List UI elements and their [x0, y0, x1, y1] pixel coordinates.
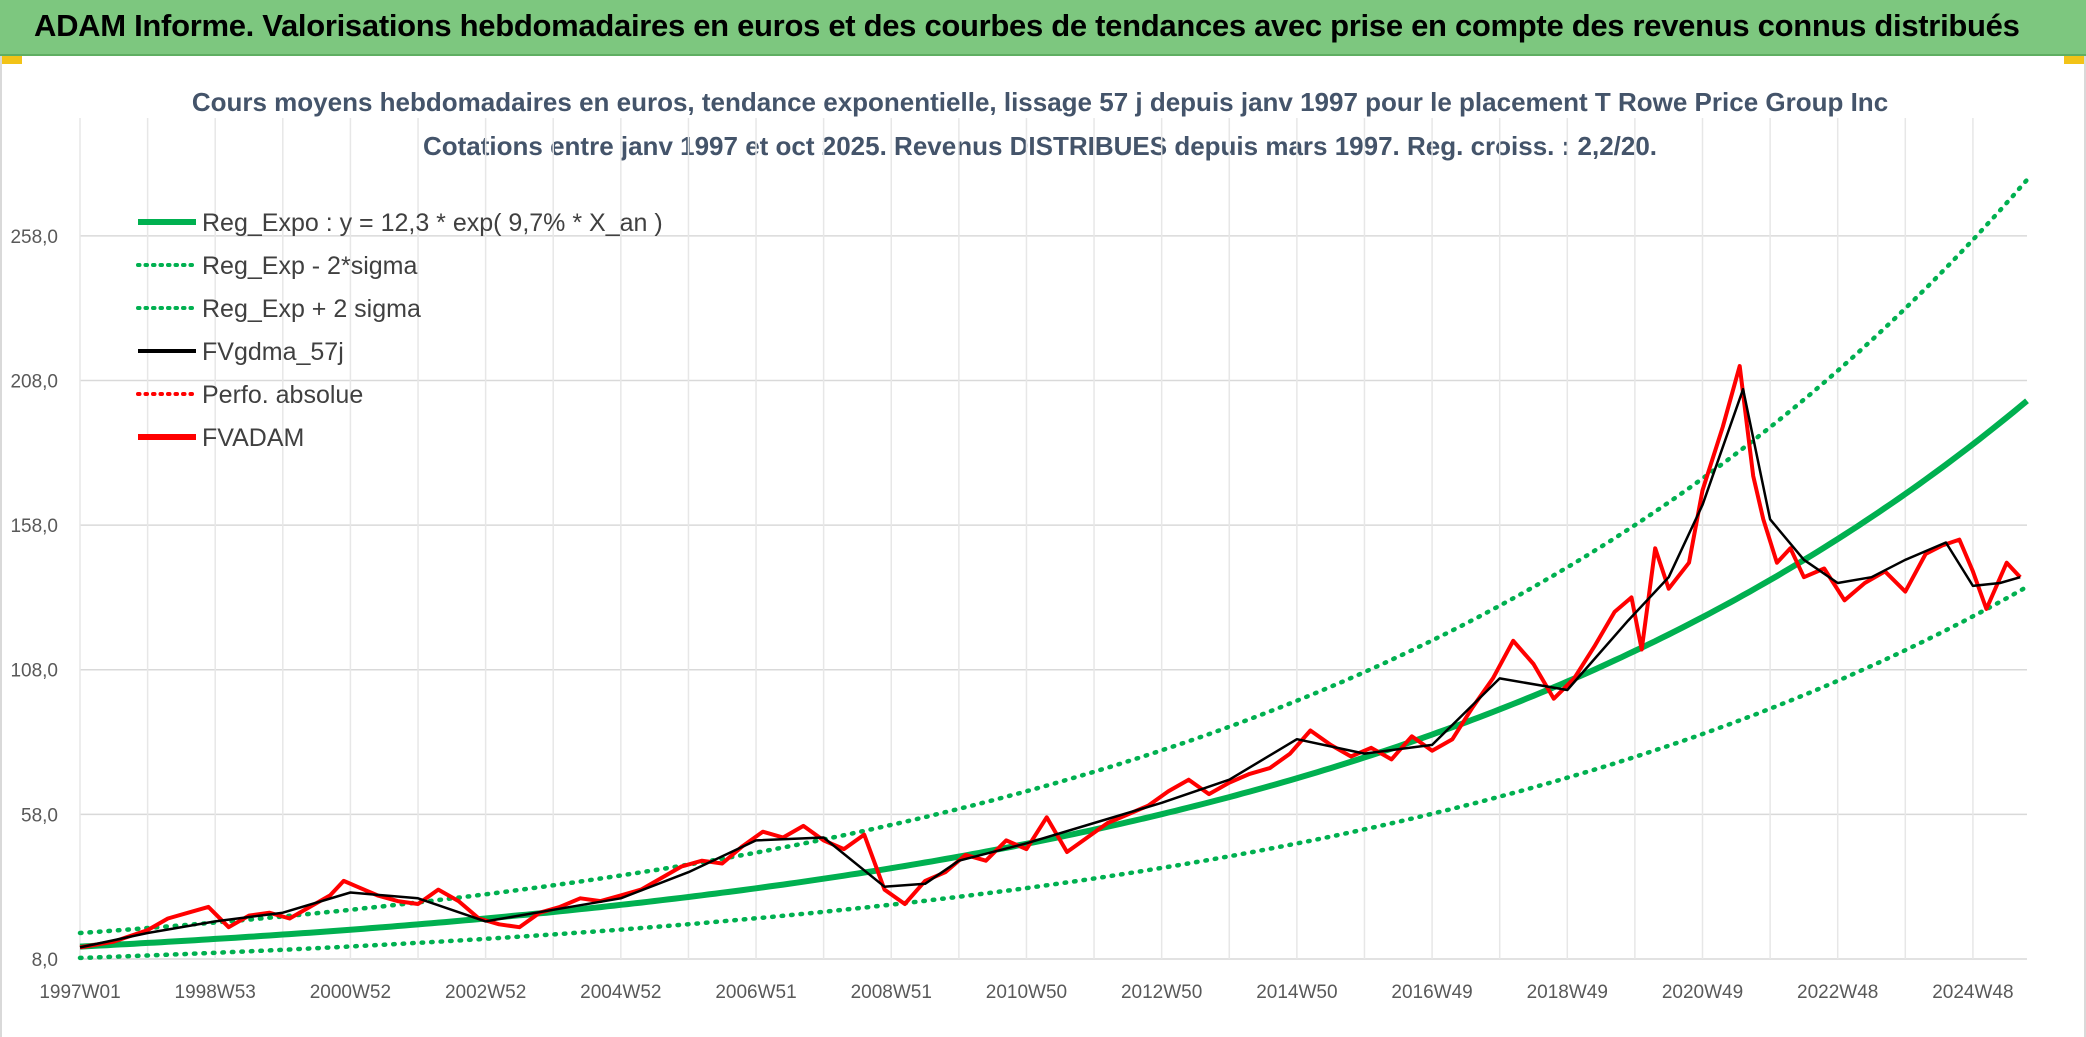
y-axis: 258,0 208,0 158,0 108,0 58,0 8,0 — [10, 227, 58, 971]
x-tick-label: 2022W48 — [1797, 982, 1878, 1003]
x-tick-label: 2002W52 — [445, 982, 526, 1003]
y-tick-label: 8,0 — [32, 950, 58, 971]
corner-mark-left — [0, 56, 22, 64]
reg-exp-plus-2-sigma-line — [77, 177, 2030, 936]
x-tick-label: 1997W01 — [39, 982, 120, 1003]
fvgdma-57j-line — [79, 387, 2021, 949]
y-tick-label: 158,0 — [10, 516, 58, 537]
legend: Reg_Expo : y = 12,3 * exp( 9,7% * X_an )… — [136, 209, 663, 452]
x-tick-label: 2012W50 — [1121, 982, 1202, 1003]
y-tick-label: 108,0 — [10, 661, 58, 682]
legend-label: FVADAM — [202, 424, 304, 452]
y-tick-label: 258,0 — [10, 227, 58, 248]
plot-area — [77, 177, 2030, 961]
y-tick-label: 58,0 — [21, 805, 58, 826]
y-tick-label: 208,0 — [10, 371, 58, 392]
x-tick-label: 1998W53 — [175, 982, 256, 1003]
x-tick-label: 2018W49 — [1527, 982, 1608, 1003]
x-tick-label: 2010W50 — [986, 982, 1067, 1003]
chart-title: Cours moyens hebdomadaires en euros, ten… — [192, 87, 1888, 117]
grid — [79, 118, 2027, 960]
fvadam-line — [79, 364, 2022, 950]
legend-label: FVgdma_57j — [202, 338, 344, 366]
x-tick-label: 2006W51 — [715, 982, 796, 1003]
reg-expo-line — [79, 398, 2029, 950]
x-tick-label: 2020W49 — [1662, 982, 1743, 1003]
x-tick-label: 2008W51 — [851, 982, 932, 1003]
banner: ADAM Informe. Valorisations hebdomadaire… — [0, 0, 2086, 56]
legend-label: Reg_Expo : y = 12,3 * exp( 9,7% * X_an ) — [202, 209, 663, 237]
banner-title: ADAM Informe. Valorisations hebdomadaire… — [34, 8, 2020, 43]
reg-exp-minus-2-sigma-line — [77, 584, 2030, 961]
x-tick-label: 2016W49 — [1391, 982, 1472, 1003]
x-axis: 1997W01 1998W53 2000W52 2002W52 2004W52 2006W… — [39, 982, 2013, 1003]
x-tick-label: 2004W52 — [580, 982, 661, 1003]
legend-label: Perfo. absolue — [202, 381, 363, 409]
legend-label: Reg_Exp - 2*sigma — [202, 252, 417, 280]
legend-label: Reg_Exp + 2 sigma — [202, 295, 421, 323]
chart-frame — [0, 56, 2086, 1037]
x-tick-label: 2024W48 — [1932, 982, 2013, 1003]
chart-subtitle: Cotations entre janv 1997 et oct 2025. R… — [423, 131, 1657, 161]
x-tick-label: 2014W50 — [1256, 982, 1337, 1003]
corner-mark-right — [2064, 56, 2086, 64]
x-tick-label: 2000W52 — [310, 982, 391, 1003]
